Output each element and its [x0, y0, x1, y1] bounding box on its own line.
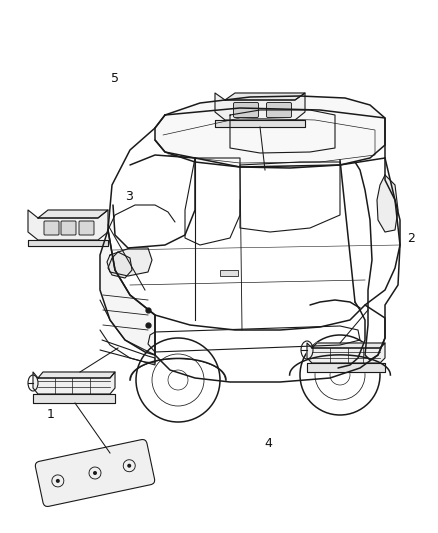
Polygon shape	[28, 210, 108, 240]
Polygon shape	[107, 248, 152, 276]
Circle shape	[127, 464, 131, 468]
Polygon shape	[307, 363, 385, 372]
Polygon shape	[215, 93, 305, 120]
Polygon shape	[312, 343, 385, 348]
FancyBboxPatch shape	[266, 102, 292, 117]
Polygon shape	[33, 372, 115, 394]
Polygon shape	[28, 240, 108, 246]
Polygon shape	[38, 372, 115, 378]
Polygon shape	[33, 394, 115, 403]
Bar	[220, 270, 238, 276]
Polygon shape	[215, 120, 305, 127]
Text: 4: 4	[264, 437, 272, 450]
FancyBboxPatch shape	[35, 440, 155, 506]
Polygon shape	[225, 93, 305, 100]
Polygon shape	[38, 210, 108, 218]
FancyBboxPatch shape	[79, 221, 94, 235]
Text: 2: 2	[407, 232, 415, 245]
Polygon shape	[377, 175, 398, 232]
FancyBboxPatch shape	[61, 221, 76, 235]
FancyBboxPatch shape	[233, 102, 258, 117]
Circle shape	[56, 479, 60, 483]
Circle shape	[93, 471, 97, 475]
Polygon shape	[108, 252, 132, 278]
Text: 1: 1	[46, 408, 54, 421]
Text: 3: 3	[125, 190, 133, 203]
FancyBboxPatch shape	[44, 221, 59, 235]
Text: 5: 5	[111, 72, 119, 85]
Polygon shape	[155, 96, 385, 168]
Polygon shape	[100, 230, 155, 355]
Polygon shape	[307, 343, 385, 363]
